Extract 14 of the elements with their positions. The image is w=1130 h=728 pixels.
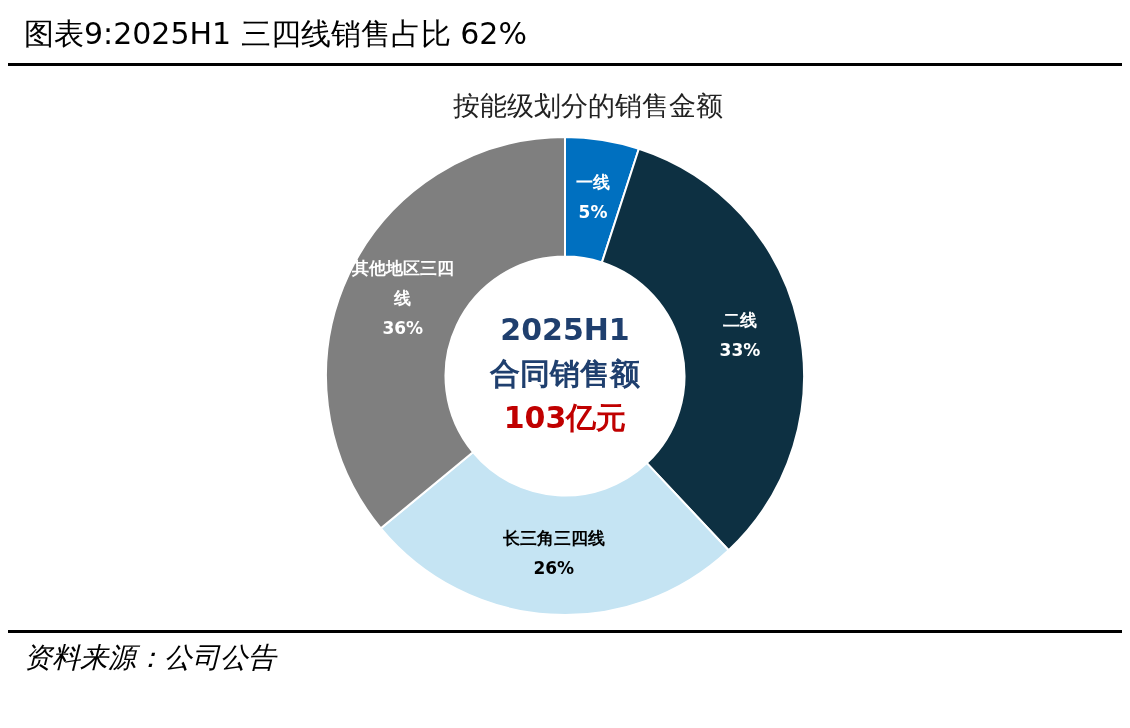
slice-label: 其他地区三四线 (350, 258, 454, 309)
chart-subtitle: 按能级划分的销售金额 (452, 89, 724, 123)
text: 2025H1 (500, 311, 630, 347)
data-label: 26% (533, 558, 575, 579)
text: 合同销售额 (489, 355, 640, 391)
data-label: 33% (719, 340, 761, 361)
slice-label: 二线 (722, 310, 757, 331)
slice-label: 一线 (576, 172, 611, 193)
text: 103亿元 (503, 399, 627, 435)
data-label: 36% (382, 318, 424, 339)
data-label: 5% (578, 202, 608, 223)
slice-label: 长三角三四线 (501, 528, 605, 549)
chart-title: 图表9:2025H1 三四线销售占比 62% (8, 8, 1122, 66)
text: 资料来源：公司公告 (8, 630, 1122, 677)
